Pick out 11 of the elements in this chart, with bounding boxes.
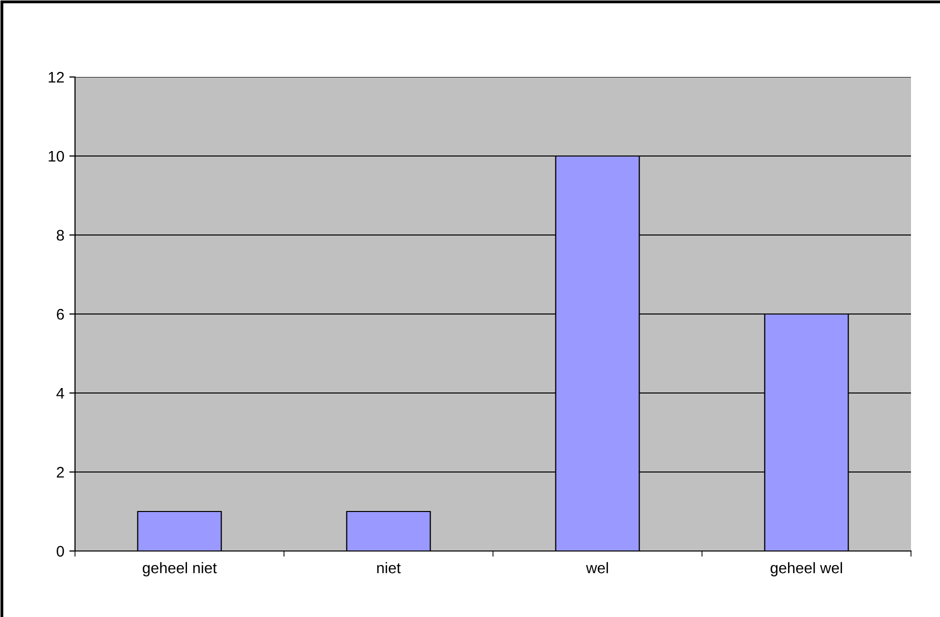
y-tick-label: 12 [48,72,64,83]
x-tick-label: geheel niet [142,562,217,576]
x-tick-label: wel [586,562,608,574]
y-tick-label: 0 [56,546,64,557]
x-tick-label: geheel wel [770,562,842,576]
y-tick-label: 2 [56,466,64,478]
x-tick-label: niet [377,562,401,574]
y-tick-label: 8 [56,230,64,241]
y-tick-label: 6 [56,308,64,320]
y-tick-label: 10 [48,150,64,162]
y-tick-label: 4 [56,388,64,399]
